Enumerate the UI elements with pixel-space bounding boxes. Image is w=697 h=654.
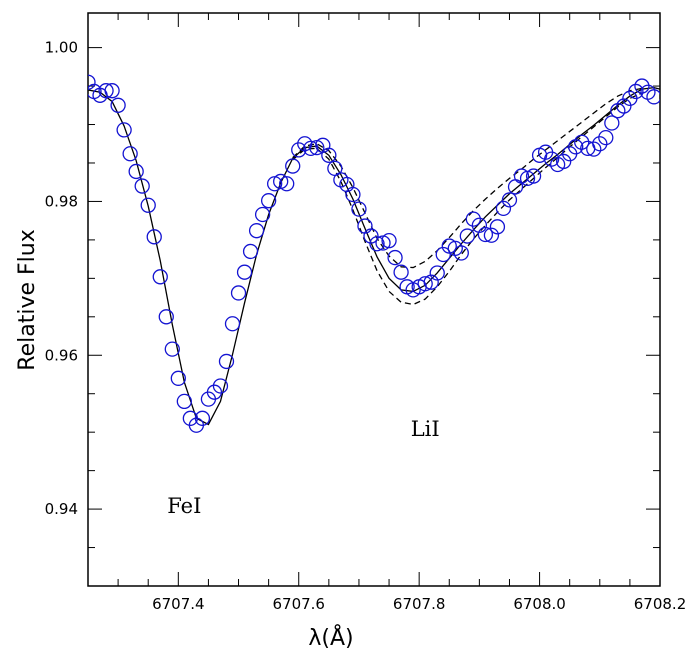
observed-point bbox=[495, 200, 512, 217]
observed-point bbox=[194, 410, 211, 426]
observed-point bbox=[634, 78, 650, 94]
model-lines bbox=[88, 86, 660, 426]
observed-point bbox=[525, 168, 542, 184]
observed-point bbox=[393, 264, 409, 280]
best-fit-line bbox=[88, 86, 660, 426]
observed-point bbox=[592, 136, 608, 152]
x-tick-label: 6708.0 bbox=[513, 595, 566, 613]
observed-point bbox=[218, 353, 235, 370]
observed-point bbox=[279, 176, 295, 192]
observed-point bbox=[146, 229, 162, 245]
observed-point bbox=[104, 83, 120, 99]
observed-point bbox=[598, 129, 614, 146]
x-axis-label: λ(Å) bbox=[308, 624, 353, 651]
observed-point bbox=[158, 309, 174, 325]
observed-point bbox=[429, 265, 445, 281]
observed-point bbox=[224, 316, 241, 332]
y-tick-label: 0.96 bbox=[45, 346, 78, 364]
observed-point bbox=[556, 153, 572, 170]
comparison-line-dashed bbox=[292, 92, 643, 306]
observed-point bbox=[98, 83, 114, 99]
observed-point bbox=[212, 378, 229, 394]
observed-point bbox=[242, 243, 259, 260]
observed-point bbox=[230, 285, 247, 301]
observed-point bbox=[206, 384, 223, 400]
observed-point bbox=[477, 226, 494, 243]
observed-point bbox=[507, 179, 524, 195]
observed-point bbox=[88, 74, 96, 90]
observed-point bbox=[110, 97, 126, 113]
observed-point bbox=[453, 245, 469, 261]
line-label: FeI bbox=[167, 494, 201, 518]
observed-point bbox=[465, 211, 481, 227]
observed-point bbox=[152, 269, 168, 285]
comparison-line-dashed bbox=[292, 87, 643, 269]
observed-point bbox=[303, 140, 319, 157]
observed-point bbox=[628, 83, 644, 100]
observed-point bbox=[489, 219, 506, 235]
x-tick-label: 6707.8 bbox=[393, 595, 446, 613]
observed-point bbox=[387, 249, 403, 266]
x-tick-label: 6708.2 bbox=[634, 595, 687, 613]
observed-point bbox=[483, 227, 500, 243]
observed-point bbox=[381, 233, 397, 249]
observed-point bbox=[321, 147, 337, 163]
observed-point bbox=[646, 89, 660, 105]
observed-point bbox=[345, 186, 361, 203]
observed-point bbox=[122, 146, 138, 162]
plot-frame bbox=[87, 12, 661, 587]
observed-point bbox=[435, 246, 451, 263]
observed-point bbox=[459, 228, 475, 244]
observed-point bbox=[170, 370, 186, 386]
observed-points bbox=[88, 74, 660, 433]
observed-point bbox=[260, 193, 277, 209]
x-tick-label: 6707.4 bbox=[152, 595, 205, 613]
observed-point bbox=[291, 142, 307, 158]
axis-ticks bbox=[87, 13, 661, 587]
line-annotations: FeI LiI bbox=[167, 417, 439, 518]
y-tick-label: 1.00 bbox=[45, 39, 78, 57]
observed-point bbox=[134, 178, 150, 194]
observed-point bbox=[604, 115, 620, 131]
observed-point bbox=[357, 218, 373, 234]
observed-point bbox=[116, 122, 132, 138]
observed-point bbox=[140, 197, 156, 213]
observed-point bbox=[128, 163, 144, 180]
line-label: LiI bbox=[411, 417, 440, 441]
y-axis-label: Relative Flux bbox=[15, 229, 40, 370]
observed-point bbox=[176, 393, 192, 410]
observed-point bbox=[236, 264, 253, 280]
observed-point bbox=[351, 201, 367, 217]
observed-point bbox=[248, 223, 265, 239]
x-tick-label: 6707.6 bbox=[272, 595, 325, 613]
observed-point bbox=[254, 206, 271, 223]
observed-point bbox=[164, 341, 180, 357]
y-tick-label: 0.94 bbox=[45, 500, 78, 518]
axis-tick-labels: 6707.4 6707.6 6707.8 6708.0 6708.2 0.94 0.96 0.… bbox=[45, 39, 687, 613]
observed-point bbox=[363, 228, 379, 244]
observed-point bbox=[543, 151, 560, 167]
y-tick-label: 0.98 bbox=[45, 192, 78, 210]
observed-point bbox=[417, 276, 433, 292]
observed-point bbox=[285, 158, 301, 174]
observed-point bbox=[586, 141, 602, 157]
observed-point bbox=[369, 236, 385, 252]
observed-point bbox=[501, 192, 518, 208]
observed-point bbox=[574, 134, 590, 150]
observed-point bbox=[616, 98, 632, 114]
